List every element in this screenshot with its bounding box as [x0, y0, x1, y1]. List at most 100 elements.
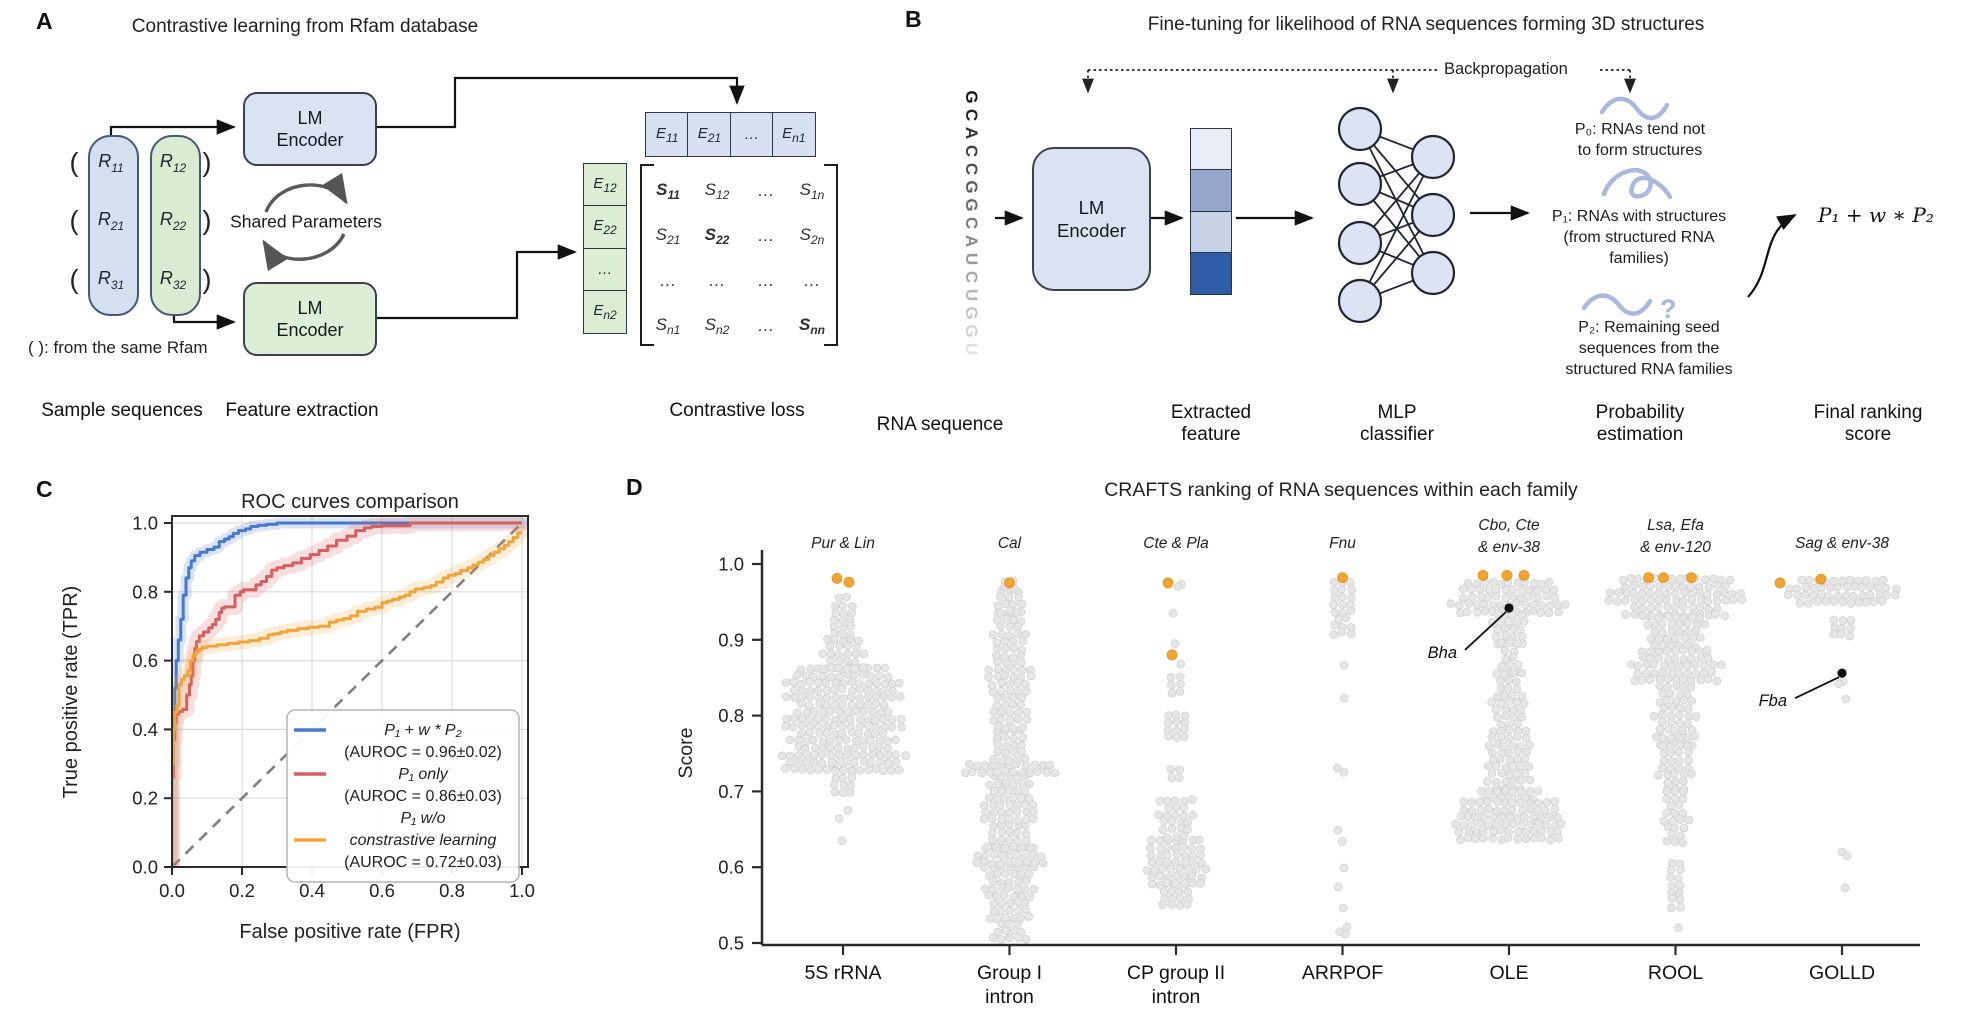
swarm-point: [846, 621, 856, 630]
swarm-point: [1339, 903, 1348, 913]
swarm-point: [1671, 646, 1681, 656]
swarm-point: [1662, 787, 1672, 796]
swarm-point: [804, 728, 814, 737]
swarm-point: [992, 651, 1001, 660]
caption-mlp-line2: classifier: [1360, 424, 1434, 445]
roc-curve-1: [172, 521, 522, 867]
y-tick-label: 0.6: [132, 650, 158, 671]
x-tick-label: 0.2: [229, 880, 255, 901]
top-annotation: & env-120: [1640, 539, 1711, 556]
swarm-point: [1142, 866, 1152, 875]
swarm-point: [1347, 585, 1357, 595]
swarm-point: [1684, 755, 1693, 765]
swarm-point: [846, 692, 856, 702]
swarm-point: [1024, 912, 1034, 921]
swarm-point: [1725, 575, 1735, 585]
swarm-point: [1670, 726, 1679, 736]
legend-label: P₁ w/o: [400, 810, 445, 827]
swarm-point: [859, 706, 868, 716]
swarm-point: [1330, 620, 1340, 630]
swarm-point: [996, 714, 1005, 724]
similarity-cell: …: [757, 271, 775, 290]
similarity-cell: …: [803, 271, 821, 290]
swarm-point: [1338, 592, 1347, 601]
swarm-point: [1347, 593, 1356, 603]
swarm-point: [887, 692, 896, 702]
swarm-point: [1496, 732, 1506, 742]
swarm-point: [1541, 820, 1551, 830]
swarm-point: [1676, 815, 1685, 824]
swarm-point: [1022, 714, 1032, 724]
swarm-point: [1793, 590, 1802, 600]
swarm-point: [830, 685, 839, 694]
swarm-point: [805, 677, 815, 687]
beeswarm-title: CRAFTS ranking of RNA sequences within e…: [1104, 479, 1578, 501]
swarm-point: [1679, 823, 1689, 833]
arrow-blue-encoder-to-embedding-row: [373, 76, 745, 129]
swarm-points: [778, 573, 1901, 944]
caption-feature-extraction: Feature extraction: [225, 400, 379, 421]
swarm-point: [1501, 777, 1511, 786]
swarm-point: [864, 765, 873, 775]
swarm-point: [1168, 608, 1178, 618]
swarm-point: [1497, 768, 1506, 778]
x-tick-label: 0.4: [299, 880, 325, 901]
swarm-point: [1678, 794, 1688, 804]
paren-close: ): [202, 264, 212, 295]
swarm-point: [897, 722, 906, 732]
swarm-point: [1029, 814, 1038, 824]
swarm-point: [1621, 610, 1630, 619]
swarm-point: [1513, 835, 1522, 844]
swarm-point: [1484, 804, 1493, 814]
swarm-point: [1188, 795, 1197, 804]
swarm-point: [1675, 719, 1685, 728]
mlp-neuron: [1410, 250, 1456, 296]
swarm-point: [1026, 671, 1036, 681]
swarm-point: [1670, 837, 1680, 846]
swarm-point: [875, 757, 885, 767]
swarm-point: [871, 764, 881, 773]
y-tick-label: 1.0: [718, 554, 744, 575]
backpropagation-label: Backpropagation: [1444, 60, 1568, 78]
swarm-point: [1196, 850, 1205, 860]
swarm-point: [826, 750, 835, 760]
swarm-point: [1146, 835, 1156, 845]
swarm-point: [1179, 831, 1189, 841]
labeled-point-label: Bha: [1428, 644, 1457, 662]
swarm-point: [1517, 668, 1527, 678]
swarm-point: [1646, 634, 1656, 644]
swarm-point: [1013, 885, 1022, 894]
swarm-point: [992, 767, 1001, 777]
swarm-point: [796, 679, 806, 689]
swarm-point: [1172, 733, 1181, 742]
swarm-point: [1700, 575, 1710, 584]
swarm-point: [1707, 668, 1716, 677]
swarm-point: [1719, 588, 1729, 597]
swarm-point: [1176, 679, 1185, 689]
swarm-point: [1801, 582, 1811, 592]
swarm-point: [1658, 733, 1668, 742]
swarm-point: [829, 720, 839, 730]
swarm-point: [1005, 715, 1014, 725]
swarm-point: [822, 728, 832, 738]
swarm-point: [858, 742, 868, 752]
swarm-point: [1483, 593, 1492, 603]
swarm-point: [1013, 786, 1023, 796]
swarm-point: [1013, 715, 1023, 724]
swarm-point: [790, 693, 800, 702]
caption-mlp-line1: MLP: [1377, 402, 1417, 423]
swarm-point: [1018, 636, 1027, 646]
swarm-point: [879, 692, 889, 701]
swarm-point: [870, 715, 880, 725]
highlight-point: [1477, 569, 1489, 581]
swarm-point: [842, 656, 851, 665]
p1-text: P₁: RNAs with structures (from structure…: [1528, 207, 1750, 269]
swarm-point: [1646, 603, 1656, 613]
swarm-point: [842, 757, 852, 766]
swarm-point: [797, 721, 807, 730]
swarm-point: [1159, 816, 1168, 826]
swarm-point: [837, 629, 847, 639]
swarm-point: [1840, 883, 1850, 892]
chance-diagonal: [172, 522, 523, 867]
swarm-point: [866, 672, 876, 681]
